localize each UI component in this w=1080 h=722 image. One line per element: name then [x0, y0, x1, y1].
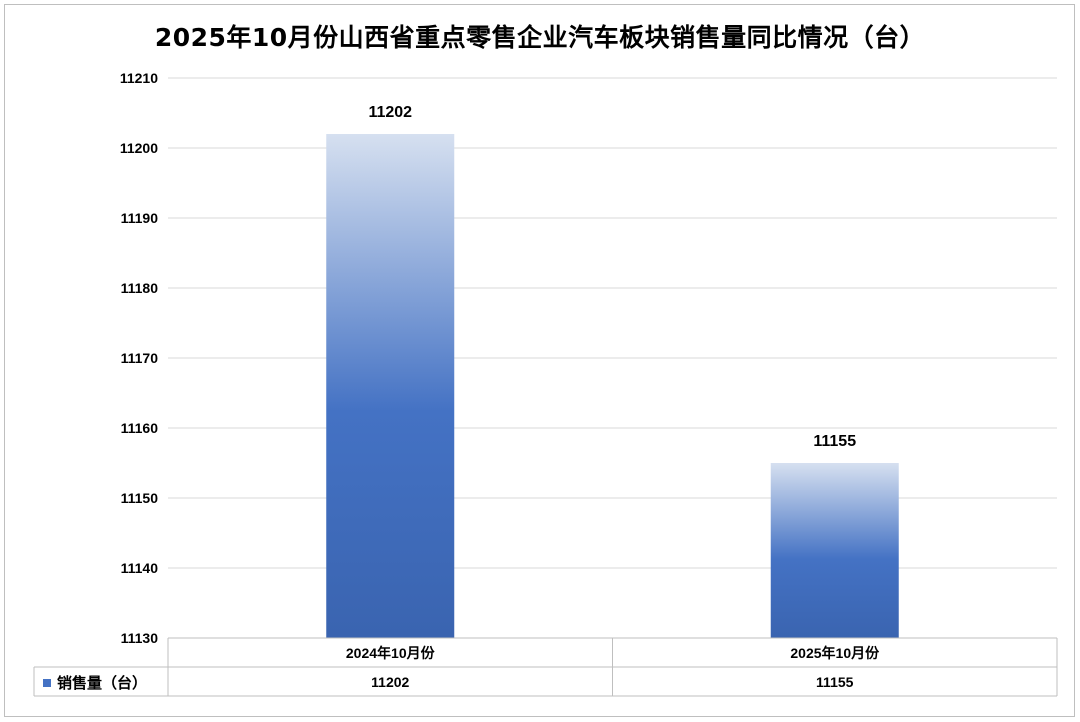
- table-cell-value: 11202: [371, 674, 409, 690]
- y-tick-label: 11210: [120, 70, 158, 86]
- bar: [770, 463, 899, 638]
- data-labels: 11202 11155: [368, 104, 856, 450]
- bar: [326, 134, 455, 638]
- y-tick-label: 11170: [121, 350, 159, 366]
- data-label: 11155: [813, 433, 856, 450]
- category-label: 2025年10月份: [790, 645, 880, 661]
- bars: [326, 134, 899, 638]
- data-table: 2024年10月份 11202 2025年10月份 11155: [33, 637, 1058, 697]
- gridlines: [168, 77, 1057, 639]
- chart-title: 2025年10月份山西省重点零售企业汽车板块销售量同比情况（台）: [154, 23, 926, 52]
- y-tick-label: 11190: [121, 210, 159, 226]
- table-cell-value: 11155: [816, 674, 854, 690]
- y-tick-label: 11150: [121, 490, 159, 506]
- y-tick-label: 11200: [120, 140, 158, 156]
- y-axis: 11130 11140 11150 11160 11170 11180 11190 11200…: [120, 70, 158, 646]
- y-tick-label: 11180: [121, 280, 159, 296]
- category-label: 2024年10月份: [346, 645, 436, 661]
- y-tick-label: 11130: [121, 630, 159, 646]
- legend-swatch: [43, 679, 51, 687]
- y-tick-label: 11140: [121, 560, 159, 576]
- y-tick-label: 11160: [121, 420, 159, 436]
- data-label: 11202: [368, 104, 412, 121]
- legend-label: 销售量（台）: [57, 674, 148, 692]
